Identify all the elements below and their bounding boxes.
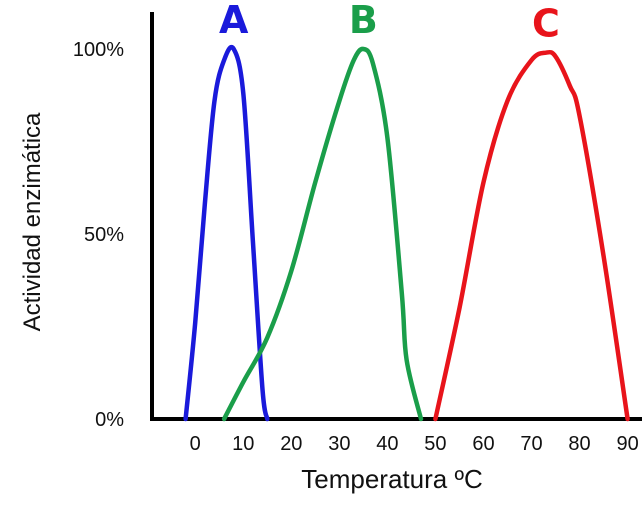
series-labels: A B C <box>219 0 560 46</box>
y-tick-label: 50% <box>84 224 124 246</box>
axes <box>150 12 642 421</box>
x-tick-label: 10 <box>232 433 254 455</box>
series-label-b: B <box>349 0 378 42</box>
x-tick-label: 30 <box>328 433 350 455</box>
y-tick-labels: 0% 50% 100% <box>73 39 124 431</box>
x-tick-label: 80 <box>568 433 590 455</box>
series-label-a: A <box>219 0 249 42</box>
series-line-b <box>221 46 424 422</box>
x-tick-label: 90 <box>616 433 638 455</box>
series-line-a <box>183 44 270 422</box>
x-tick-label: 70 <box>520 433 542 455</box>
y-tick-label: 100% <box>73 39 124 61</box>
series-label-c: C <box>532 2 560 46</box>
y-tick-label: 0% <box>95 409 124 431</box>
x-tick-labels: 0 10 20 30 40 50 60 70 80 90 <box>190 433 639 455</box>
x-tick-label: 40 <box>376 433 398 455</box>
x-tick-label: 20 <box>280 433 302 455</box>
y-axis-title: Actividad enzimática <box>19 112 46 331</box>
x-tick-label: 60 <box>472 433 494 455</box>
x-tick-label: 50 <box>424 433 446 455</box>
x-tick-label: 0 <box>190 433 201 455</box>
series-line-c <box>433 49 630 422</box>
series-lines <box>183 44 630 422</box>
x-axis-title: Temperatura ºC <box>301 464 482 494</box>
